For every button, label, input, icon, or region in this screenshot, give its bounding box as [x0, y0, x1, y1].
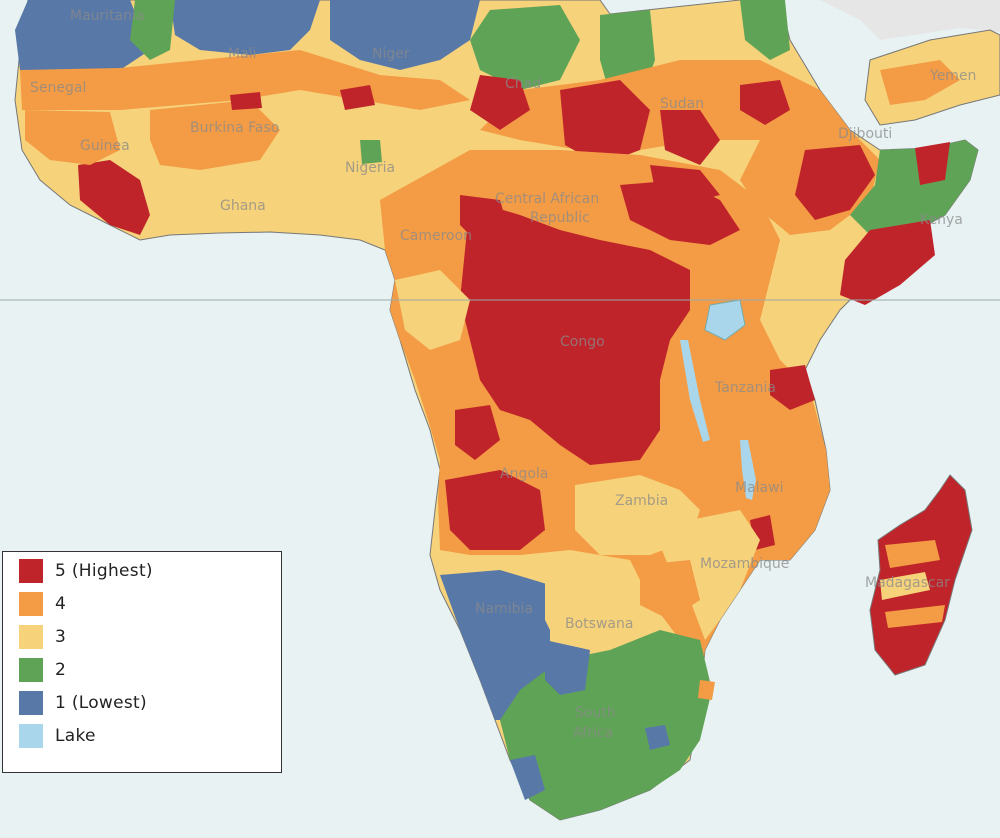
zambia-yellow	[575, 475, 700, 555]
label-malawi: Malawi	[735, 480, 783, 496]
ethiopia-red	[795, 145, 875, 220]
niger-zone	[330, 0, 480, 70]
botswana-yellow	[545, 560, 660, 660]
map-legend: 5 (Highest) 4 3 2 1 (Lowest) Lake	[2, 551, 282, 773]
mozambique-yellow	[660, 510, 760, 640]
label-senegal: Senegal	[30, 80, 86, 96]
east-green	[740, 0, 790, 60]
label-ghana: Ghana	[220, 198, 266, 214]
label-djibouti: Djibouti	[838, 126, 892, 142]
guinea-orange	[25, 110, 120, 165]
mauritania-zone	[15, 0, 150, 80]
legend-item-lake: Lake	[19, 723, 96, 749]
sa-blue-2	[510, 755, 545, 800]
label-chad: Chad	[505, 76, 541, 92]
legend-swatch-5	[19, 559, 43, 583]
kenya-red	[840, 220, 935, 305]
madagascar-band-1	[885, 540, 940, 568]
legend-label-2: 2	[55, 660, 67, 680]
angola-red	[445, 470, 545, 550]
legend-item-2: 2	[19, 657, 66, 683]
sa-orange	[698, 680, 715, 700]
legend-label-1: 1 (Lowest)	[55, 693, 147, 713]
label-niger: Niger	[372, 46, 410, 62]
legend-swatch-lake	[19, 724, 43, 748]
tanzania-red	[770, 365, 815, 410]
label-kenya: Kenya	[920, 212, 963, 228]
ne-red	[740, 80, 790, 125]
sudan-red-1	[560, 80, 650, 165]
label-guinea: Guinea	[80, 138, 130, 154]
outside-land-northeast	[820, 0, 1000, 40]
north-green-1	[130, 0, 175, 60]
label-tanzania: Tanzania	[714, 380, 776, 396]
sierra-leone-red	[78, 160, 150, 235]
label-car-2: Republic	[530, 210, 590, 226]
wa-red-2	[230, 92, 262, 110]
legend-item-5: 5 (Highest)	[19, 558, 153, 584]
legend-label-lake: Lake	[55, 726, 96, 746]
label-south-africa: South	[575, 705, 616, 721]
label-mauritania: Mauritania	[70, 8, 145, 24]
label-burkina-faso: Burkina Faso	[190, 120, 279, 136]
label-congo: Congo	[560, 334, 605, 350]
madagascar-band-2	[880, 572, 930, 600]
sa-blue-1	[545, 640, 590, 695]
label-nigeria: Nigeria	[345, 160, 395, 176]
congo-red	[460, 200, 690, 465]
lake-tanganyika	[680, 340, 710, 442]
label-south-africa-2: Africa	[573, 725, 613, 741]
label-zambia: Zambia	[615, 493, 668, 509]
wa-red-1	[340, 85, 375, 110]
cameroon-red	[460, 195, 510, 245]
horn-red	[915, 142, 950, 185]
south-sudan-red	[650, 165, 720, 205]
legend-swatch-2	[19, 658, 43, 682]
madagascar-band-3	[885, 605, 945, 628]
legend-swatch-1	[19, 691, 43, 715]
label-yemen: Yemen	[929, 68, 976, 84]
chad-green	[470, 5, 580, 90]
legend-item-1: 1 (Lowest)	[19, 690, 147, 716]
label-sudan: Sudan	[660, 96, 704, 112]
legend-swatch-4	[19, 592, 43, 616]
label-namibia: Namibia	[475, 601, 533, 617]
legend-label-4: 4	[55, 594, 67, 614]
lesotho-blue	[645, 725, 670, 750]
lake-victoria	[704, 299, 746, 341]
wa-green-1	[360, 140, 382, 164]
namibia-blue	[440, 570, 550, 720]
legend-label-3: 3	[55, 627, 67, 647]
wa-orange-2	[150, 100, 280, 170]
label-angola: Angola	[500, 466, 548, 482]
lake-malawi	[740, 440, 756, 500]
gabon-yellow	[395, 270, 470, 350]
label-botswana: Botswana	[565, 616, 633, 632]
label-cameroon: Cameroon	[400, 228, 472, 244]
label-car: Central African	[495, 191, 599, 207]
mali-zone	[170, 0, 320, 55]
zimbabwe-orange	[640, 560, 700, 620]
label-madagascar: Madagascar	[865, 575, 950, 591]
legend-label-5: 5 (Highest)	[55, 561, 153, 581]
sudan-red-2	[660, 110, 720, 165]
label-mozambique: Mozambique	[700, 556, 789, 572]
legend-swatch-3	[19, 625, 43, 649]
chad-red	[470, 75, 530, 130]
yemen-orange	[880, 60, 960, 105]
legend-item-4: 4	[19, 591, 66, 617]
angola-red-2	[455, 405, 500, 460]
legend-item-3: 3	[19, 624, 66, 650]
label-mali: Mali	[228, 46, 256, 62]
